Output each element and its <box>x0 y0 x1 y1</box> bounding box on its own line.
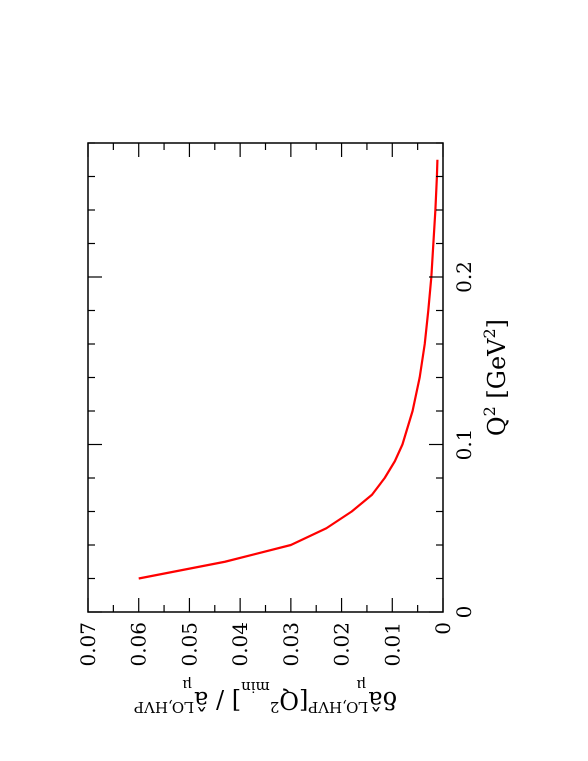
x-axis-title-close: ] <box>483 319 511 328</box>
y-tick-label: 0.07 <box>76 622 100 667</box>
plot-frame <box>87 142 444 613</box>
y-axis-title-sub2: min <box>241 678 270 696</box>
y-tick-label: 0.04 <box>228 622 252 667</box>
y-axis-title-sub1: μ <box>356 676 366 694</box>
x-tick-label: 0.1 <box>452 429 476 461</box>
x-tick-label: 0.2 <box>452 261 476 293</box>
y-axis-title-prefix: δâ <box>368 686 397 714</box>
y-tick-label: 0.01 <box>380 622 404 667</box>
y-axis-title-sup2: 2 <box>270 698 280 716</box>
y-tick-label: 0.02 <box>330 622 354 667</box>
y-tick-label: 0.05 <box>177 622 201 667</box>
x-tick-label: 0 <box>452 606 476 619</box>
y-axis-title-sub3: μ <box>182 676 192 694</box>
y-axis-title-mid: [Q <box>279 686 308 714</box>
label-layer: 0 0.1 0.2 0 0.01 0.02 0.03 0.04 0.05 0.06 0.07 <box>76 261 476 666</box>
y-axis-title-sup1: LO,HVP <box>308 698 368 716</box>
y-tick-label: 0.06 <box>127 622 151 667</box>
plot-root: 0 0.1 0.2 0 0.01 0.02 0.03 0.04 0.05 0.06 0.07 Q2 … <box>76 142 511 716</box>
y-axis-title: δâLO,HVPμ [Q2min] / âLO,HVPμ <box>134 676 397 716</box>
x-axis-title-unit: [GeV <box>483 338 511 406</box>
frame-layer <box>87 142 444 613</box>
x-axis-title-unit-sup: 2 <box>480 328 499 338</box>
series-line <box>138 159 439 580</box>
x-axis-title-sup: 2 <box>480 406 499 416</box>
y-tick-label: 0 <box>431 622 455 635</box>
x-axis-title-base: Q <box>483 416 511 436</box>
y-axis-title-sup3: LO,HVP <box>134 698 194 716</box>
x-axis-title: Q2 [GeV2] <box>480 319 511 436</box>
tick-layer <box>87 142 444 613</box>
series-layer <box>138 159 439 580</box>
y-tick-label: 0.03 <box>279 622 303 667</box>
y-axis-title-after: ] / â <box>194 686 241 714</box>
